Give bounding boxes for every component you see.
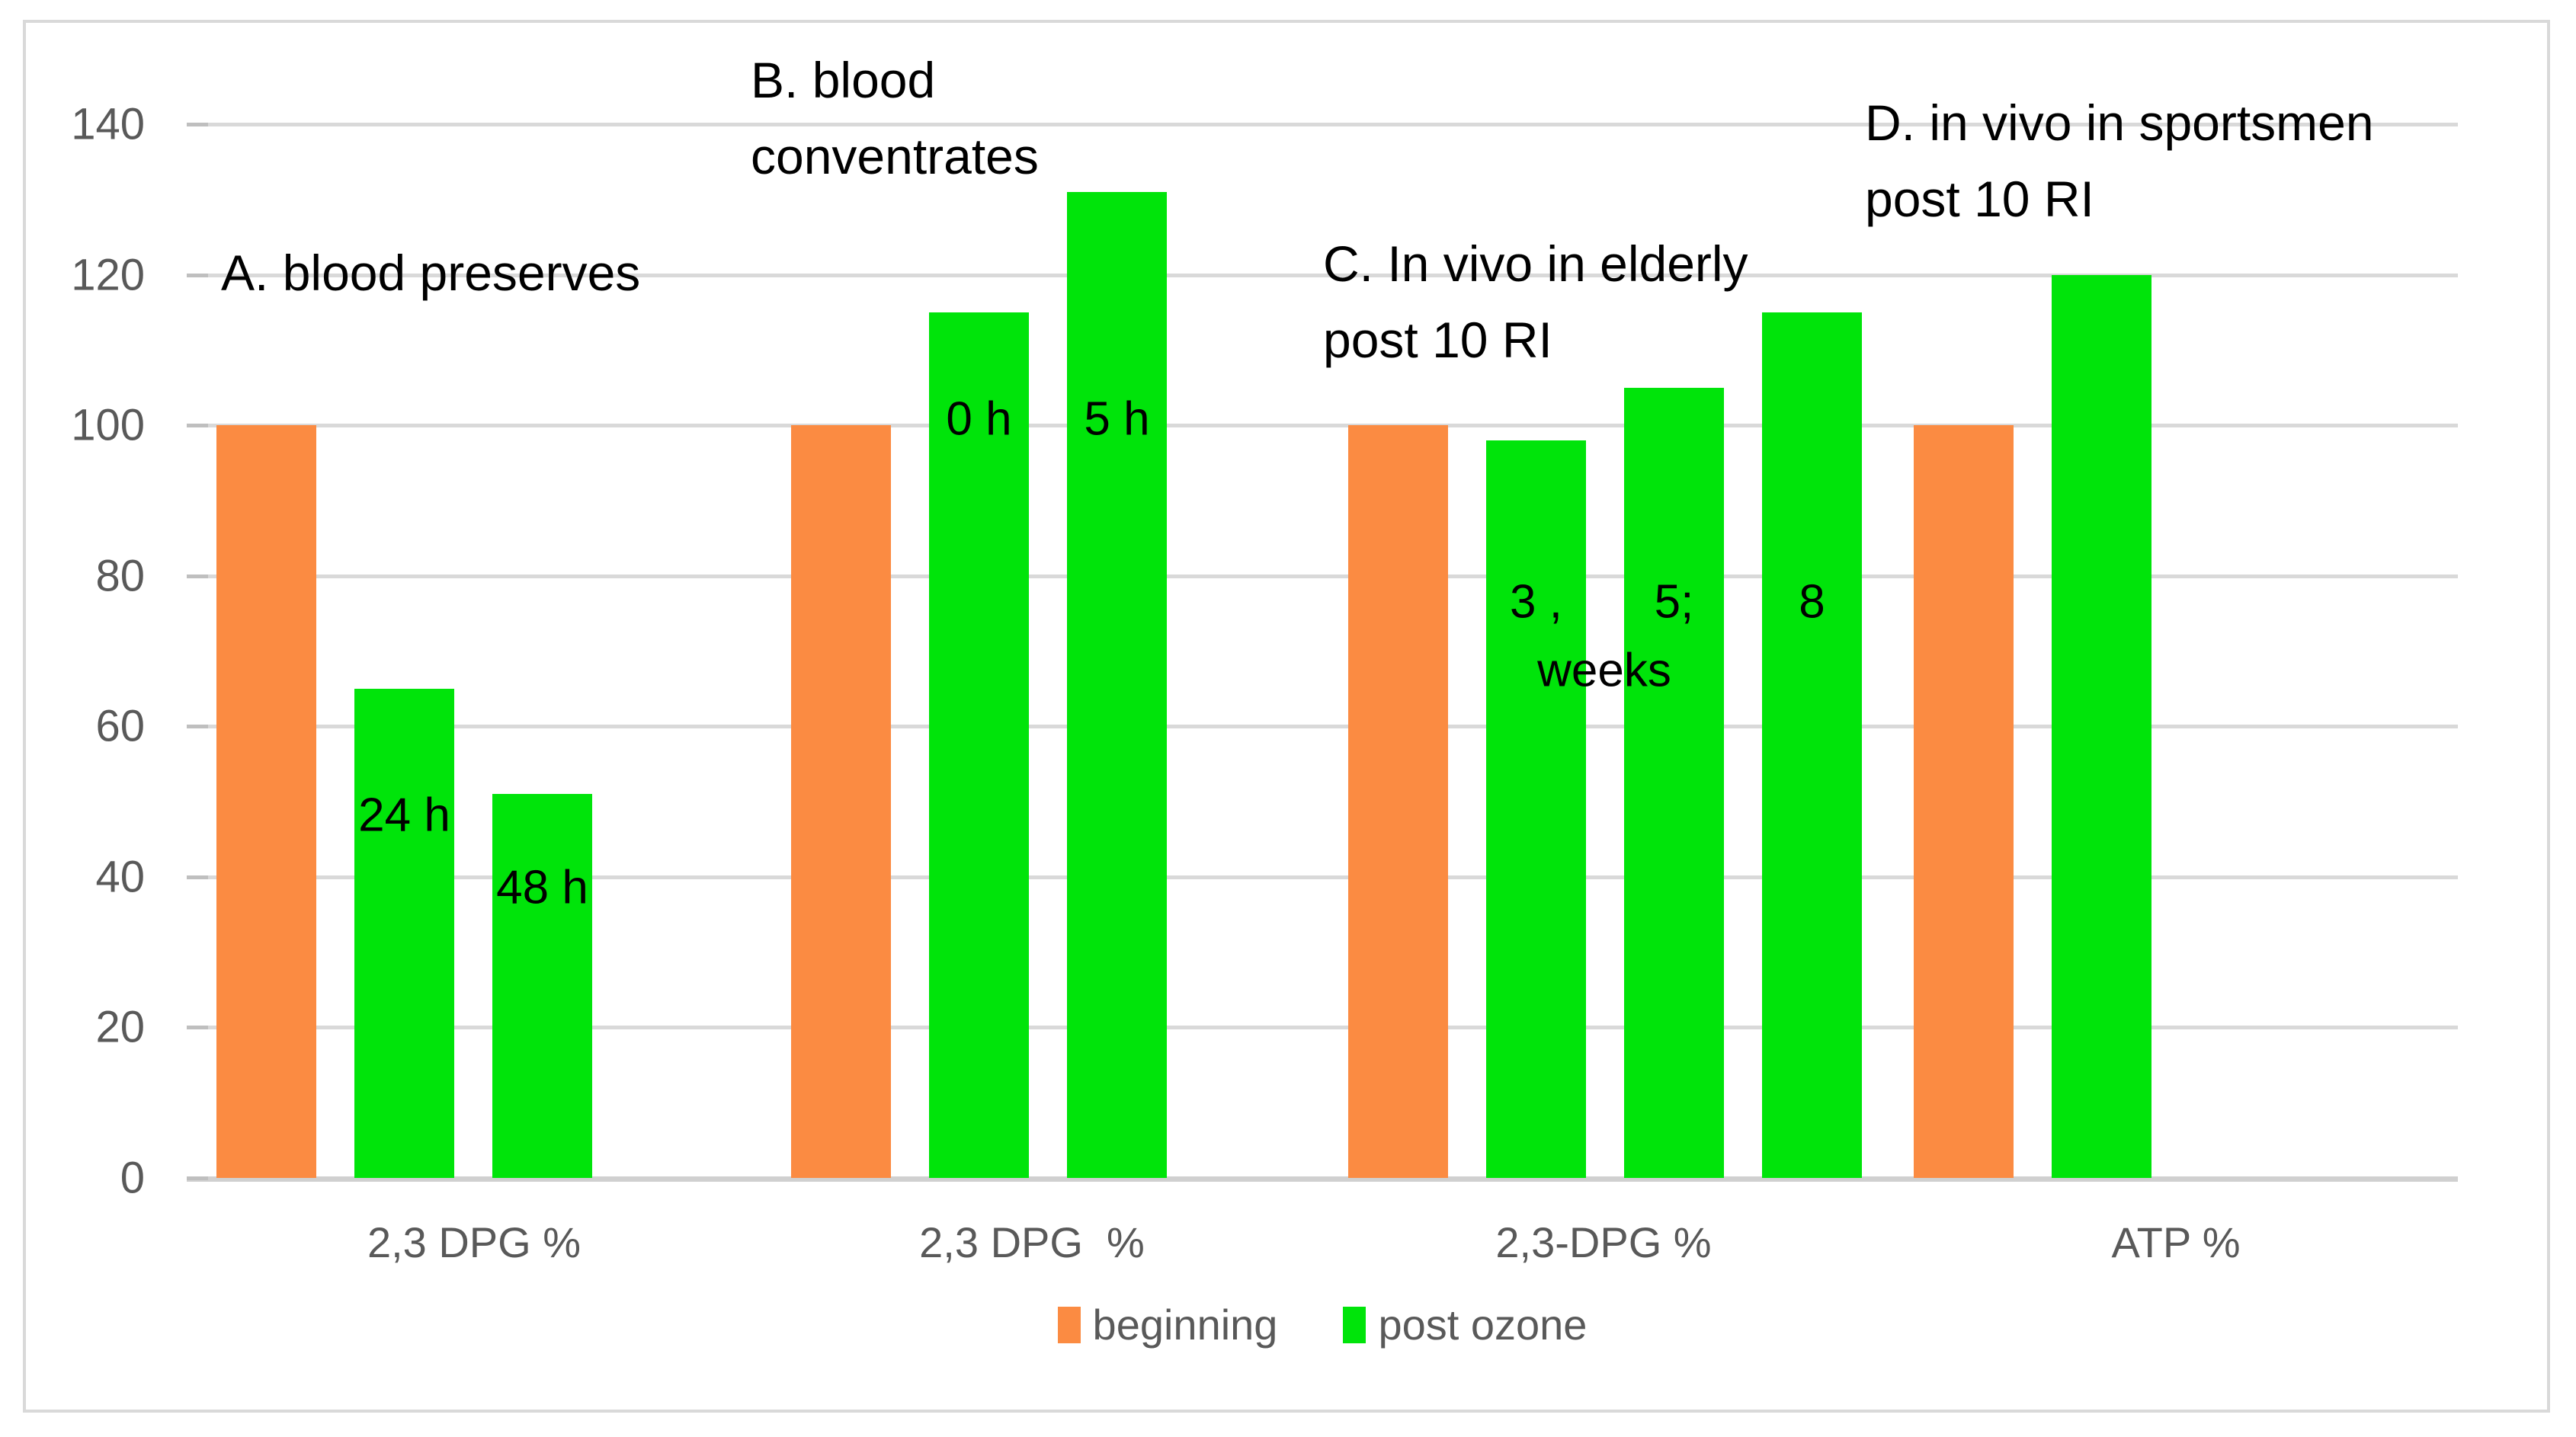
post-ozone-swatch-icon (1343, 1306, 1366, 1343)
legend: beginning post ozone (187, 1300, 2458, 1349)
legend-item-post-ozone: post ozone (1343, 1300, 1587, 1349)
chart-frame (23, 20, 2550, 1413)
legend-label-post-ozone: post ozone (1378, 1301, 1588, 1349)
legend-item-beginning: beginning (1057, 1300, 1278, 1349)
legend-label-beginning: beginning (1092, 1301, 1278, 1349)
beginning-swatch-icon (1057, 1306, 1081, 1343)
